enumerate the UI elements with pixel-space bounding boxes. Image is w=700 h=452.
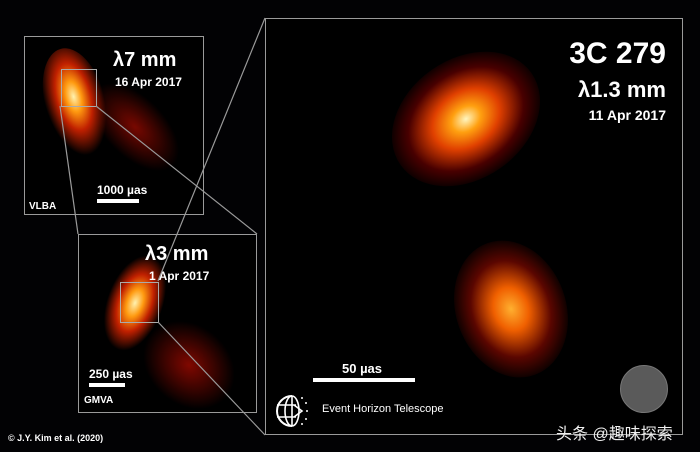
zoom-box [61,69,97,107]
wavelength-label: λ1.3 mm [577,77,666,102]
wavelength-label: λ3 mm [145,243,209,265]
scale-label: 250 µas [89,367,133,381]
panel-7mm: λ7 mm 16 Apr 2017 1000 µas VLBA [24,36,204,215]
scale-label: 1000 µas [97,183,148,197]
panel-eht: 3C 279 λ1.3 mm 11 Apr 2017 50 µas Event … [265,18,683,435]
scale-label: 50 µas [342,361,383,376]
eht-logo-icon [276,395,308,427]
array-label: GMVA [84,395,114,406]
panel-3mm: λ3 mm 1 Apr 2017 250 µas GMVA [78,234,257,413]
watermark: 头条 @趣味探索 [556,426,673,443]
date-label: 16 Apr 2017 [115,75,182,89]
beam-circle [620,365,668,413]
scale-bar [313,378,415,382]
scale-bar [97,199,139,203]
date-label: 11 Apr 2017 [588,107,666,123]
eht-logo-text: Event Horizon Telescope [322,403,444,415]
wavelength-label: λ7 mm [113,49,177,71]
date-label: 1 Apr 2017 [149,269,210,283]
scale-bar [89,383,125,387]
credit: © J.Y. Kim et al. (2020) [8,433,104,443]
zoom-box [120,282,159,323]
source-name: 3C 279 [569,37,666,70]
array-label: VLBA [29,201,57,212]
